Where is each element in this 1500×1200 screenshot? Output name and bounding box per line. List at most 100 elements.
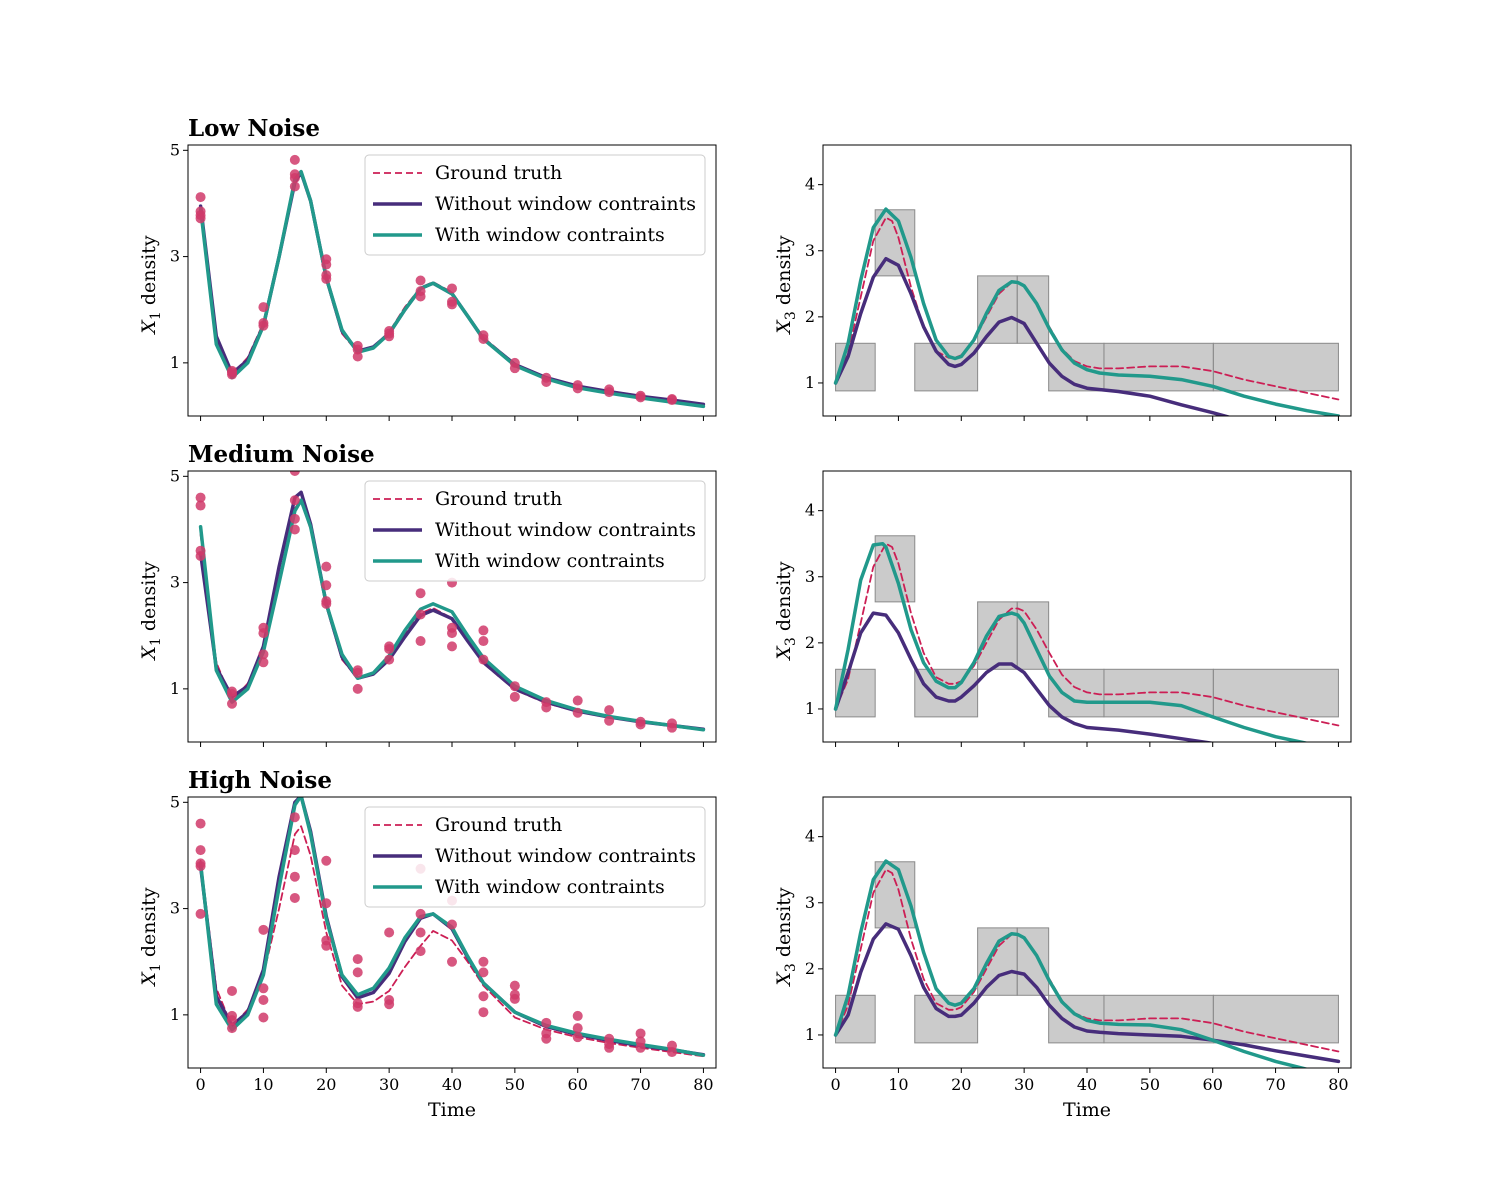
panel-3: 1 3 5 X1 density Medium Noise Ground truth Wit… bbox=[138, 441, 717, 747]
window-box bbox=[1016, 601, 1050, 670]
legend-label: With window contraints bbox=[435, 550, 665, 572]
observation-point bbox=[604, 715, 615, 726]
x-tick-label: 0 bbox=[830, 1075, 840, 1094]
observation-point bbox=[258, 320, 269, 331]
legend: Ground truth Without window contraints Wit… bbox=[364, 806, 706, 908]
observation-point bbox=[289, 154, 300, 165]
observation-point bbox=[258, 649, 269, 660]
y-tick-label: 5 bbox=[170, 792, 180, 811]
observation-point bbox=[289, 513, 300, 524]
observation-point bbox=[447, 299, 457, 310]
x-tick-label: 80 bbox=[693, 1075, 713, 1094]
x-tick-label: 10 bbox=[888, 1075, 908, 1094]
y-tick-label: 3 bbox=[170, 247, 180, 266]
observation-point bbox=[415, 908, 426, 919]
observation-point bbox=[541, 1017, 552, 1028]
legend-label: With window contraints bbox=[435, 224, 665, 246]
observation-point bbox=[195, 551, 206, 562]
observation-point bbox=[384, 331, 395, 342]
y-tick-label: 5 bbox=[170, 466, 180, 485]
observation-point bbox=[447, 956, 457, 967]
plot-area bbox=[195, 797, 706, 1058]
observation-point bbox=[321, 598, 332, 609]
y-tick-label: 1 bbox=[805, 373, 815, 392]
y-tick-label: 4 bbox=[805, 501, 815, 520]
observation-point bbox=[352, 344, 363, 355]
series-line-1 bbox=[833, 256, 1232, 416]
observation-point bbox=[415, 609, 426, 620]
series-line-1 bbox=[833, 611, 1214, 742]
y-tick-label: 3 bbox=[805, 893, 815, 912]
observation-point bbox=[227, 369, 237, 380]
y-tick-label: 2 bbox=[805, 307, 815, 326]
legend-label: Ground truth bbox=[435, 488, 562, 510]
legend: Ground truth Without window contraints Wit… bbox=[364, 480, 706, 582]
legend: Ground truth Without window contraints Wit… bbox=[364, 154, 706, 256]
observation-point bbox=[478, 625, 489, 636]
observation-point bbox=[289, 892, 300, 903]
window-box bbox=[1016, 275, 1050, 344]
observation-point bbox=[478, 991, 489, 1002]
observation-point bbox=[352, 954, 363, 965]
y-tick-label: 3 bbox=[805, 567, 815, 586]
observation-point bbox=[321, 580, 332, 591]
observation-point bbox=[447, 628, 457, 639]
observation-point bbox=[415, 946, 426, 957]
observation-point bbox=[667, 395, 677, 406]
observation-point bbox=[447, 283, 457, 294]
observation-point bbox=[509, 681, 520, 692]
series-line-2 bbox=[198, 797, 706, 1057]
observation-point bbox=[478, 967, 489, 978]
observation-point bbox=[478, 654, 489, 665]
observation-point bbox=[572, 1032, 583, 1043]
observation-point bbox=[604, 387, 615, 398]
observation-point bbox=[195, 500, 206, 511]
observation-point bbox=[509, 363, 520, 374]
observation-point bbox=[352, 1001, 363, 1012]
observation-point bbox=[227, 689, 237, 700]
observation-point bbox=[195, 908, 206, 919]
window-box bbox=[1212, 668, 1339, 718]
observation-point bbox=[195, 192, 206, 203]
observation-point bbox=[258, 302, 269, 313]
series-line-1 bbox=[833, 922, 1341, 1064]
observation-point bbox=[258, 924, 269, 935]
y-tick-label: 1 bbox=[170, 679, 180, 698]
observation-point bbox=[541, 376, 552, 387]
panel-6: 0 10 20 30 40 50 60 70 80 1 2 3 4 X3 density Time bbox=[773, 796, 1352, 1121]
observation-point bbox=[415, 927, 426, 938]
observation-point bbox=[289, 871, 300, 882]
x-tick-label: 20 bbox=[316, 1075, 336, 1094]
observation-point bbox=[384, 999, 395, 1010]
observation-point bbox=[321, 561, 332, 572]
observation-point bbox=[478, 333, 489, 344]
window-box bbox=[977, 927, 1018, 996]
observation-point bbox=[321, 898, 332, 909]
observation-point bbox=[227, 985, 237, 996]
observation-point bbox=[289, 181, 300, 192]
y-tick-label: 3 bbox=[170, 573, 180, 592]
y-axis-label: X1 density bbox=[138, 561, 164, 662]
observation-point bbox=[635, 1028, 646, 1039]
x-tick-label: 80 bbox=[1328, 1075, 1348, 1094]
observation-point bbox=[289, 812, 300, 823]
window-box bbox=[914, 994, 979, 1044]
observation-point bbox=[258, 657, 269, 668]
x-tick-label: 50 bbox=[505, 1075, 525, 1094]
plot-area bbox=[833, 859, 1341, 1068]
observation-point bbox=[352, 683, 363, 694]
x-tick-label: 20 bbox=[951, 1075, 971, 1094]
legend-box bbox=[364, 154, 706, 256]
observation-point bbox=[384, 927, 395, 938]
plot-area bbox=[195, 154, 706, 409]
window-box bbox=[1212, 994, 1339, 1044]
observation-point bbox=[604, 705, 615, 716]
x-tick-label: 30 bbox=[379, 1075, 399, 1094]
legend-label: Without window contraints bbox=[435, 193, 696, 215]
observation-point bbox=[289, 524, 300, 535]
observation-point bbox=[258, 628, 269, 639]
x-axis-label: Time bbox=[428, 1099, 476, 1121]
panel-title: Medium Noise bbox=[188, 441, 375, 468]
observation-point bbox=[667, 1047, 677, 1058]
observation-point bbox=[384, 654, 395, 665]
